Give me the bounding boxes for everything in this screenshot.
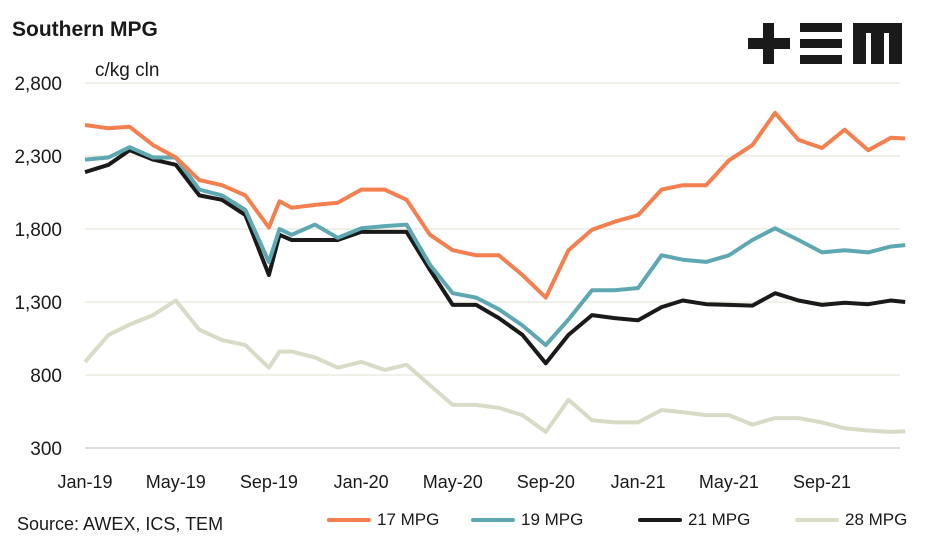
series-line-17-mpg [84,110,906,300]
x-tick-label: Jan-21 [611,472,666,492]
x-tick-label: May-19 [146,472,206,492]
legend-swatch [327,518,371,522]
y-tick-label: 1,800 [14,220,62,241]
series-line-21-mpg [84,148,906,366]
legend-swatch [795,518,839,522]
legend-item: 21 MPG [638,510,750,530]
x-tick-label: Sep-21 [793,472,851,492]
y-tick-label: 2,300 [14,147,62,168]
y-axis-unit-label: c/kg cln [95,60,160,81]
x-tick-label: Sep-19 [240,472,298,492]
series-line-28-mpg [83,298,906,434]
legend-item: 17 MPG [327,510,439,530]
y-tick-label: 1,300 [14,293,62,314]
x-tick-label: Sep-20 [517,472,575,492]
line-chart: 300 800 1,300 1,800 2,300 2,800 Jan-19 May-19 S… [14,74,906,492]
chart-title: Southern MPG [12,18,158,41]
x-tick-label: Jan-20 [334,472,389,492]
legend-label: 17 MPG [377,510,440,529]
legend-swatch [638,518,682,522]
legend-label: 28 MPG [845,510,908,529]
legend-item: 19 MPG [471,510,583,530]
series-line-19-mpg [84,145,906,348]
legend-item: 28 MPG [795,510,907,530]
legend-swatch [471,518,515,522]
tem-logo [748,23,902,64]
x-tick-label: May-20 [423,472,483,492]
source-note: Source: AWEX, ICS, TEM [17,514,224,534]
x-tick-label: May-21 [699,472,759,492]
y-tick-label: 800 [30,366,62,387]
x-tick-label: Jan-19 [57,472,112,492]
y-tick-label: 300 [30,439,62,460]
legend-label: 19 MPG [521,510,584,529]
legend-label: 21 MPG [688,510,751,529]
y-tick-label: 2,800 [14,74,62,95]
